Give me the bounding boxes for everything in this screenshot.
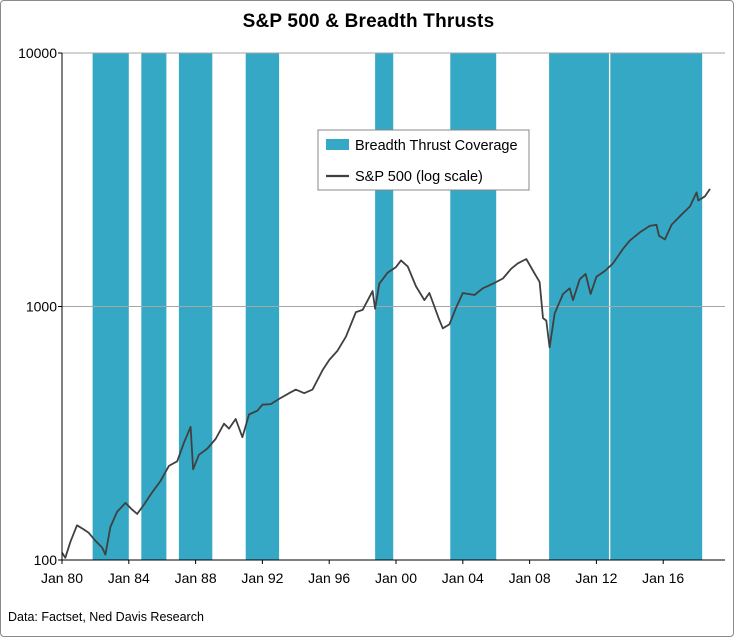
- y-tick-label-100: 100: [34, 552, 58, 568]
- x-tick-label-10: Jan 16: [642, 570, 684, 586]
- legend-coverage-swatch: [326, 139, 349, 150]
- axes: [58, 52, 725, 564]
- legend-coverage-label: Breadth Thrust Coverage: [355, 138, 518, 154]
- x-tick-label-4: Jan 92: [241, 570, 283, 586]
- source-note: Data: Factset, Ned Davis Research: [8, 610, 204, 624]
- x-tick-label-1: Jan 80: [41, 570, 83, 586]
- chart-title: S&P 500 & Breadth Thrusts: [242, 11, 495, 32]
- legend: Breadth Thrust Coverage S&P 500 (log sca…: [317, 129, 530, 191]
- x-tick-label-5: Jan 96: [308, 570, 350, 586]
- y-tick-label-10000: 10000: [18, 45, 57, 61]
- x-tick-label-2: Jan 84: [108, 570, 150, 586]
- tick-labels: 100 1000 10000 Jan 80 Jan 84 Jan 88 Jan 92 Jan …: [18, 45, 684, 586]
- x-tick-label-3: Jan 88: [175, 570, 217, 586]
- x-tick-label-6: Jan 00: [375, 570, 417, 586]
- x-tick-label-9: Jan 12: [575, 570, 617, 586]
- y-tick-label-1000: 1000: [26, 299, 57, 315]
- sp500-line: [61, 188, 711, 559]
- legend-box: [317, 129, 530, 191]
- gridlines: [62, 52, 725, 307]
- x-tick-label-8: Jan 08: [509, 570, 551, 586]
- plot-area: 100 1000 10000 Jan 80 Jan 84 Jan 88 Jan 92 Jan …: [18, 45, 725, 586]
- legend-sp500-label: S&P 500 (log scale): [355, 169, 483, 185]
- x-tick-label-7: Jan 04: [442, 570, 484, 586]
